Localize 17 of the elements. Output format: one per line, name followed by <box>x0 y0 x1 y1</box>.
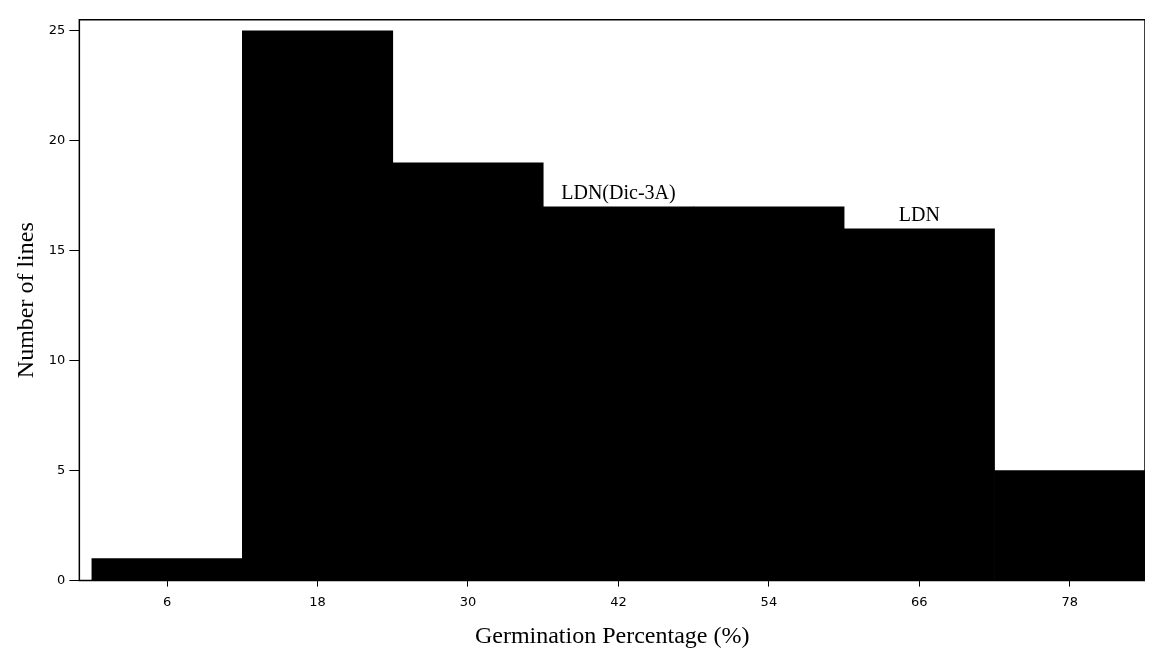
x-tick-label: 30 <box>459 593 477 609</box>
y-axis-title: Number of lines <box>11 222 38 379</box>
x-tick-label: 6 <box>162 593 172 609</box>
y-tick-label: 25 <box>48 22 66 38</box>
y-tick-label: 0 <box>57 571 66 587</box>
annotation: LDN(Dic-3A) <box>561 180 676 204</box>
x-axis-title: Germination Percentage (%) <box>474 621 750 648</box>
y-tick-label: 5 <box>57 462 66 478</box>
x-tick-label: 18 <box>309 593 326 609</box>
y-tick-label: 10 <box>48 352 66 368</box>
x-tick-label: 66 <box>911 593 928 609</box>
y-tick-label: 15 <box>48 242 66 258</box>
y-tick-label: 20 <box>48 132 66 148</box>
x-tick-label: 78 <box>1061 593 1079 609</box>
annotation: LDN <box>898 202 940 225</box>
x-tick-label: 54 <box>760 593 778 609</box>
x-tick-label: 42 <box>610 593 627 609</box>
